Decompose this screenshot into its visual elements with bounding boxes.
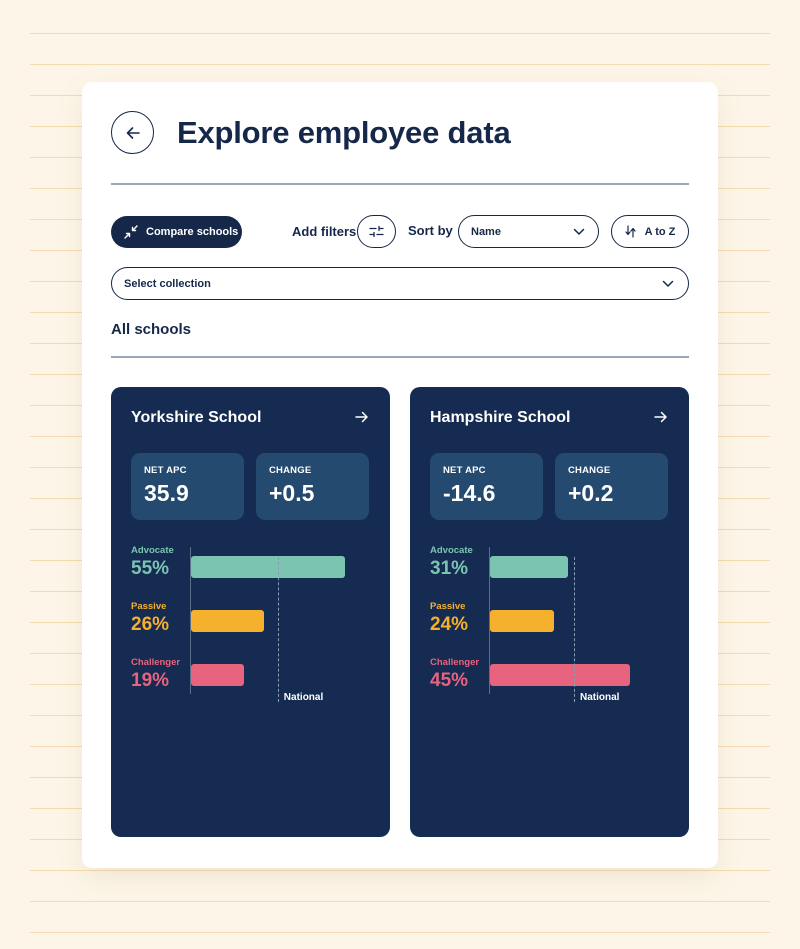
national-label: National bbox=[283, 692, 324, 703]
net-apc-value: 35.9 bbox=[144, 480, 189, 506]
select-collection-value: Select collection bbox=[124, 277, 211, 290]
chart-axis bbox=[190, 547, 191, 694]
challenger-bar bbox=[490, 664, 630, 686]
challenger-percent: 45% bbox=[430, 670, 469, 691]
change-value: +0.5 bbox=[269, 480, 315, 506]
net-apc-label: NET APC bbox=[443, 465, 486, 476]
passive-label: Passive bbox=[430, 601, 466, 612]
compare-schools-label: Compare schools bbox=[146, 226, 239, 238]
net-apc-box: NET APC 35.9 bbox=[131, 453, 244, 520]
challenger-bar bbox=[191, 664, 245, 686]
change-value: +0.2 bbox=[568, 480, 614, 506]
arrow-right-icon bbox=[355, 411, 369, 423]
open-school-button[interactable] bbox=[353, 408, 371, 426]
advocate-label: Advocate bbox=[131, 545, 174, 556]
advocate-bar bbox=[191, 556, 345, 578]
select-collection-dropdown[interactable]: Select collection bbox=[111, 267, 689, 300]
sort-direction-icon bbox=[625, 225, 636, 238]
header-divider bbox=[111, 183, 689, 185]
advocate-label: Advocate bbox=[430, 545, 473, 556]
net-apc-value: -14.6 bbox=[443, 480, 496, 506]
sort-order-button[interactable]: A to Z bbox=[611, 215, 689, 248]
sentiment-bar-chart: Advocate 31% Passive 24% Challenger 45% … bbox=[410, 537, 689, 717]
change-label: CHANGE bbox=[568, 465, 611, 476]
chart-axis bbox=[489, 547, 490, 694]
section-divider bbox=[111, 356, 689, 358]
chevron-down-icon bbox=[662, 280, 674, 288]
add-filters-label: Add filters bbox=[292, 224, 357, 239]
change-label: CHANGE bbox=[269, 465, 312, 476]
passive-bar bbox=[191, 610, 264, 632]
chevron-down-icon bbox=[573, 228, 585, 236]
advocate-percent: 55% bbox=[131, 558, 170, 579]
arrow-right-icon bbox=[654, 411, 668, 423]
passive-label: Passive bbox=[131, 601, 167, 612]
sentiment-bar-chart: Advocate 55% Passive 26% Challenger 19% … bbox=[111, 537, 390, 717]
change-box: CHANGE +0.5 bbox=[256, 453, 369, 520]
compare-arrows-icon bbox=[124, 225, 138, 239]
sliders-icon bbox=[369, 225, 384, 238]
school-card[interactable]: Hampshire School NET APC -14.6 CHANGE +0… bbox=[410, 387, 689, 837]
school-name: Yorkshire School bbox=[131, 409, 262, 426]
passive-percent: 24% bbox=[430, 614, 469, 635]
change-box: CHANGE +0.2 bbox=[555, 453, 668, 520]
back-button[interactable] bbox=[111, 111, 154, 154]
arrow-left-icon bbox=[125, 125, 141, 141]
challenger-percent: 19% bbox=[131, 670, 170, 691]
sort-by-label: Sort by bbox=[408, 223, 453, 238]
sort-by-value: Name bbox=[471, 225, 501, 238]
compare-schools-button[interactable]: Compare schools bbox=[111, 216, 242, 248]
explore-panel: Explore employee data Compare schools Ad… bbox=[82, 82, 718, 868]
national-label: National bbox=[580, 692, 620, 703]
challenger-label: Challenger bbox=[430, 657, 480, 668]
challenger-label: Challenger bbox=[131, 657, 181, 668]
open-school-button[interactable] bbox=[652, 408, 670, 426]
add-filters-button[interactable] bbox=[357, 215, 396, 248]
sort-order-label: A to Z bbox=[644, 225, 676, 238]
national-benchmark-line bbox=[574, 557, 575, 702]
passive-percent: 26% bbox=[131, 614, 170, 635]
section-title: All schools bbox=[111, 321, 192, 338]
national-benchmark-line bbox=[277, 557, 279, 702]
page-title: Explore employee data bbox=[177, 115, 511, 150]
school-card[interactable]: Yorkshire School NET APC 35.9 CHANGE +0.… bbox=[111, 387, 390, 837]
advocate-percent: 31% bbox=[430, 558, 469, 579]
school-name: Hampshire School bbox=[430, 409, 571, 426]
net-apc-label: NET APC bbox=[144, 465, 187, 476]
advocate-bar bbox=[490, 556, 569, 578]
sort-by-select[interactable]: Name bbox=[458, 215, 599, 248]
passive-bar bbox=[490, 610, 555, 632]
net-apc-box: NET APC -14.6 bbox=[430, 453, 543, 520]
